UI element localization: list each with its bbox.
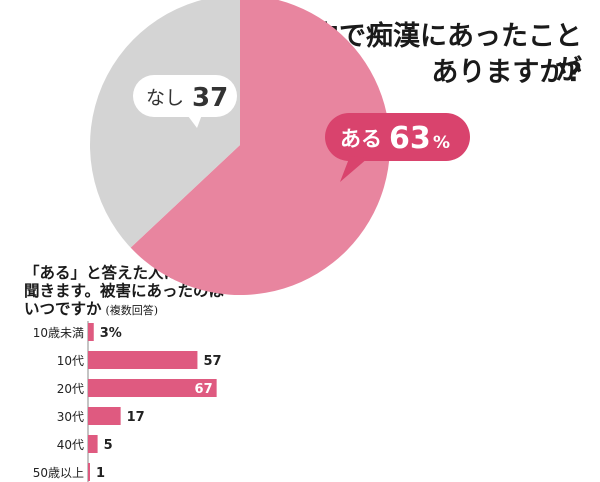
bar-value-label: 17 [127, 410, 145, 425]
multiple-answer-note: (複数回答) [105, 304, 159, 317]
callout-yes-unit: % [433, 133, 450, 153]
bar-2 [88, 379, 217, 397]
callout-yes-bubble [325, 113, 470, 161]
bar-3 [88, 407, 121, 425]
pie-slice-yes [130, 0, 390, 295]
bar-chart: 10歳未満 3% 10代 57 20代 67 30代 17 40代 5 50歳以上 1 [33, 321, 222, 482]
callout-yes-pointer [340, 156, 368, 182]
bar-category-label: 20代 [57, 382, 84, 396]
callout-no-bubble [133, 75, 237, 117]
chart-title-line-2: ありますか? [431, 57, 582, 88]
callout-no-label: なし [146, 87, 184, 109]
bar-value-label: 1 [96, 466, 105, 481]
bar-0 [88, 323, 94, 341]
bar-category-label: 40代 [57, 438, 84, 452]
sub-question-line-3-text: いつですか [24, 300, 102, 318]
callout-yes-label: ある [340, 127, 382, 151]
pie-slice-no [90, 0, 240, 248]
bar-5 [88, 463, 90, 481]
bar-1 [88, 351, 198, 369]
bar-value-label: 5 [104, 438, 113, 453]
bar-value-label: 57 [203, 354, 221, 369]
callout-no-pointer [185, 112, 203, 128]
pie-callouts: ある 63 % なし 37 [133, 75, 470, 182]
sub-question-line-2: 聞きます。被害にあったのは [24, 282, 224, 300]
bar-category-label: 50歳以上 [33, 466, 84, 480]
bar-category-label: 10代 [57, 354, 84, 368]
callout-yes-value: 63 [389, 121, 431, 156]
bar-category-label: 10歳未満 [33, 326, 84, 340]
sub-question-line-3: いつですか (複数回答) [24, 300, 158, 320]
bar-value-label: 67 [195, 382, 213, 397]
bar-4 [88, 435, 98, 453]
bar-category-label: 30代 [57, 410, 84, 424]
sub-question-line-1: 「ある」と答えた人に [24, 264, 180, 282]
bar-value-label: 3% [100, 326, 122, 341]
callout-yes: ある 63% [325, 113, 470, 182]
callout-no-value: 37 [192, 83, 228, 113]
pie-chart [90, 0, 390, 295]
callout-no: なし 37 [133, 75, 237, 128]
